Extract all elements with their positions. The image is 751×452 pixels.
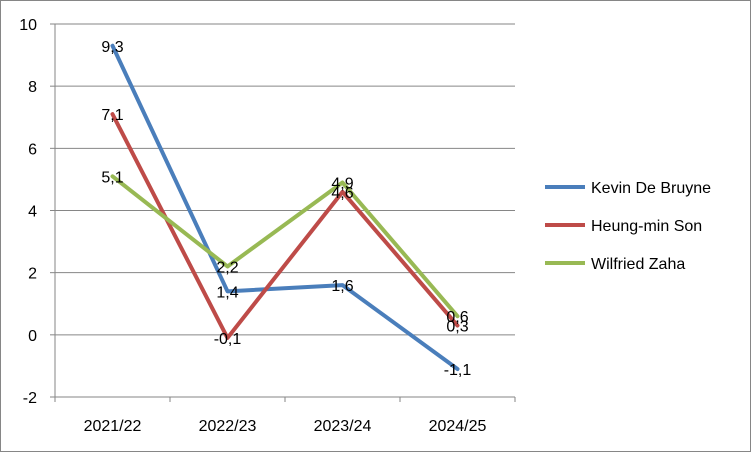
data-label-2-0: 5,1 (101, 169, 123, 186)
x-tick-label-1: 2022/23 (199, 418, 257, 435)
data-label-2-1: 2,2 (216, 259, 238, 276)
x-tick-label-0: 2021/22 (84, 418, 142, 435)
data-label-1-1: -0,1 (214, 331, 242, 348)
y-tick-label-3: 4 (28, 204, 37, 221)
series-line-1 (110, 112, 460, 340)
data-label-1-3: 0,3 (446, 319, 468, 336)
data-label-1-0: 7,1 (101, 107, 123, 124)
legend-label-1: Heung-min Son (591, 218, 702, 235)
series-line-0 (110, 43, 460, 372)
legend-label-0: Kevin De Bruyne (591, 180, 711, 197)
data-label-2-2: 4,9 (331, 176, 353, 193)
series-line-2 (110, 174, 460, 319)
y-tick-label-2: 2 (28, 266, 37, 283)
x-tick-label-3: 2024/25 (429, 418, 487, 435)
y-tick-label-5: 8 (28, 79, 37, 96)
data-label-2-3: 0,6 (446, 309, 468, 326)
data-label-0-2: 1,6 (331, 278, 353, 295)
legend-label-2: Wilfried Zaha (591, 256, 685, 273)
data-label-0-1: 1,4 (216, 284, 238, 301)
y-tick-label-6: 10 (19, 17, 37, 34)
data-label-0-3: -1,1 (444, 362, 472, 379)
data-label-1-2: 4,6 (331, 185, 353, 202)
y-tick-label-1: 0 (28, 328, 37, 345)
y-tick-label-0: -2 (23, 390, 37, 407)
y-tick-label-4: 6 (28, 141, 37, 158)
data-label-0-0: 9,3 (101, 39, 123, 56)
x-tick-label-2: 2023/24 (314, 418, 372, 435)
